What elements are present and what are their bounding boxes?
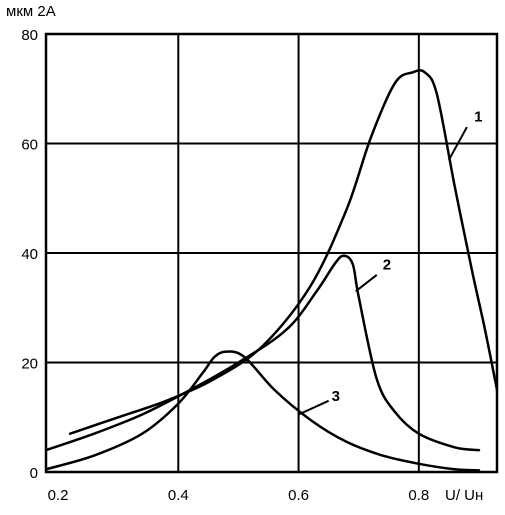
series-line-1	[68, 68, 499, 435]
tick-labels: 0.2 0.4 0.6 0.8 0 20 40 60 80	[21, 27, 429, 504]
curve-label: 2	[383, 256, 391, 273]
y-tick-label: 0	[30, 465, 38, 482]
curve-label: 3	[332, 388, 340, 405]
x-tick-label: 0.4	[168, 487, 189, 504]
curve-label-leader	[298, 399, 330, 416]
curve-label: 1	[474, 109, 482, 126]
curve-labels: 1 2 3	[298, 109, 482, 416]
y-tick-label: 80	[21, 27, 38, 44]
x-tick-label: 0.8	[408, 487, 429, 504]
x-tick-label: 0.6	[288, 487, 309, 504]
series-line-3	[44, 350, 481, 472]
curve-label-leader	[448, 126, 468, 161]
y-axis-title: мкм 2А	[6, 3, 56, 20]
series-line-2	[44, 254, 481, 452]
x-tick-label: 0.2	[48, 487, 69, 504]
grid	[46, 34, 497, 472]
x-axis-title: U/ Uн	[445, 487, 483, 504]
y-tick-label: 60	[21, 137, 38, 154]
curve-label-leader	[355, 274, 378, 293]
y-tick-label: 40	[21, 246, 38, 263]
curves	[44, 68, 499, 472]
plot-frame	[44, 32, 499, 474]
y-tick-label: 20	[21, 356, 38, 373]
